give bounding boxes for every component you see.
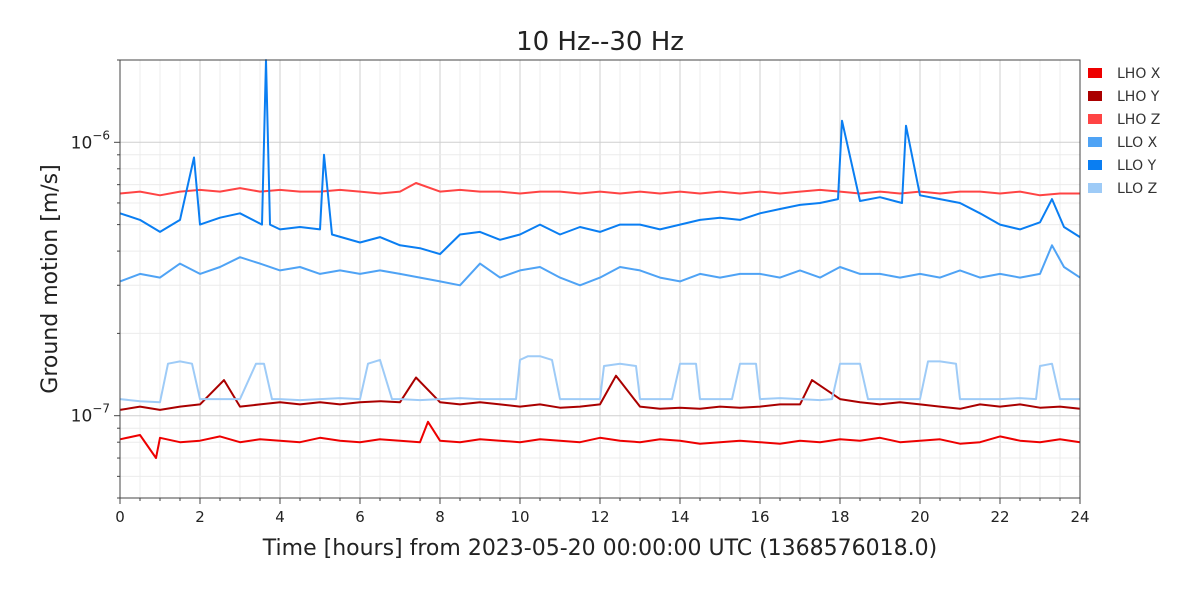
x-tick-label: 18 — [830, 508, 849, 526]
series-line-lho-x — [119, 420, 1081, 459]
y-tick-label: 10−6 — [71, 128, 110, 153]
series-line-llo-z — [119, 355, 1080, 404]
x-tick-label: 8 — [435, 508, 445, 526]
x-tick-label: 14 — [670, 508, 689, 526]
legend-swatch — [1088, 137, 1102, 147]
plot-series — [119, 59, 1081, 459]
series-line-llo-x — [119, 244, 1081, 287]
x-tick-label: 24 — [1070, 508, 1089, 526]
y-axis-label: Ground motion [m/s] — [38, 164, 63, 393]
legend-label: LLO X — [1117, 135, 1158, 151]
legend-swatch — [1088, 91, 1102, 101]
series-line-lho-y — [119, 374, 1081, 411]
x-tick-label: 4 — [275, 508, 285, 526]
y-tick-label: 10−7 — [71, 402, 110, 427]
x-tick-label: 6 — [355, 508, 365, 526]
legend-swatch — [1088, 160, 1102, 170]
legend: LHO X LHO Y LHO Z LLO X LLO Y LLO Z — [1088, 66, 1161, 197]
x-axis-ticks: 0 2 4 6 8 10 12 14 16 18 20 22 24 — [115, 498, 1090, 526]
legend-label: LLO Y — [1117, 158, 1157, 174]
x-tick-label: 16 — [750, 508, 769, 526]
legend-swatch — [1088, 183, 1102, 193]
chart-title: 10 Hz--30 Hz — [516, 27, 684, 57]
legend-label: LHO X — [1117, 66, 1161, 82]
y-axis-ticks: 10−7 10−6 — [71, 59, 120, 499]
x-tick-label: 0 — [115, 508, 125, 526]
x-tick-label: 10 — [510, 508, 529, 526]
x-axis-label: Time [hours] from 2023-05-20 00:00:00 UT… — [262, 536, 937, 561]
legend-label: LHO Y — [1117, 89, 1160, 105]
legend-swatch — [1088, 114, 1102, 124]
x-tick-label: 20 — [910, 508, 929, 526]
legend-label: LHO Z — [1117, 112, 1160, 128]
legend-label: LLO Z — [1117, 181, 1157, 197]
grid — [119, 59, 1081, 499]
series-line-llo-y — [119, 59, 1081, 256]
x-tick-label: 12 — [590, 508, 609, 526]
legend-swatch — [1088, 68, 1102, 78]
x-tick-label: 22 — [990, 508, 1009, 526]
x-tick-label: 2 — [195, 508, 205, 526]
